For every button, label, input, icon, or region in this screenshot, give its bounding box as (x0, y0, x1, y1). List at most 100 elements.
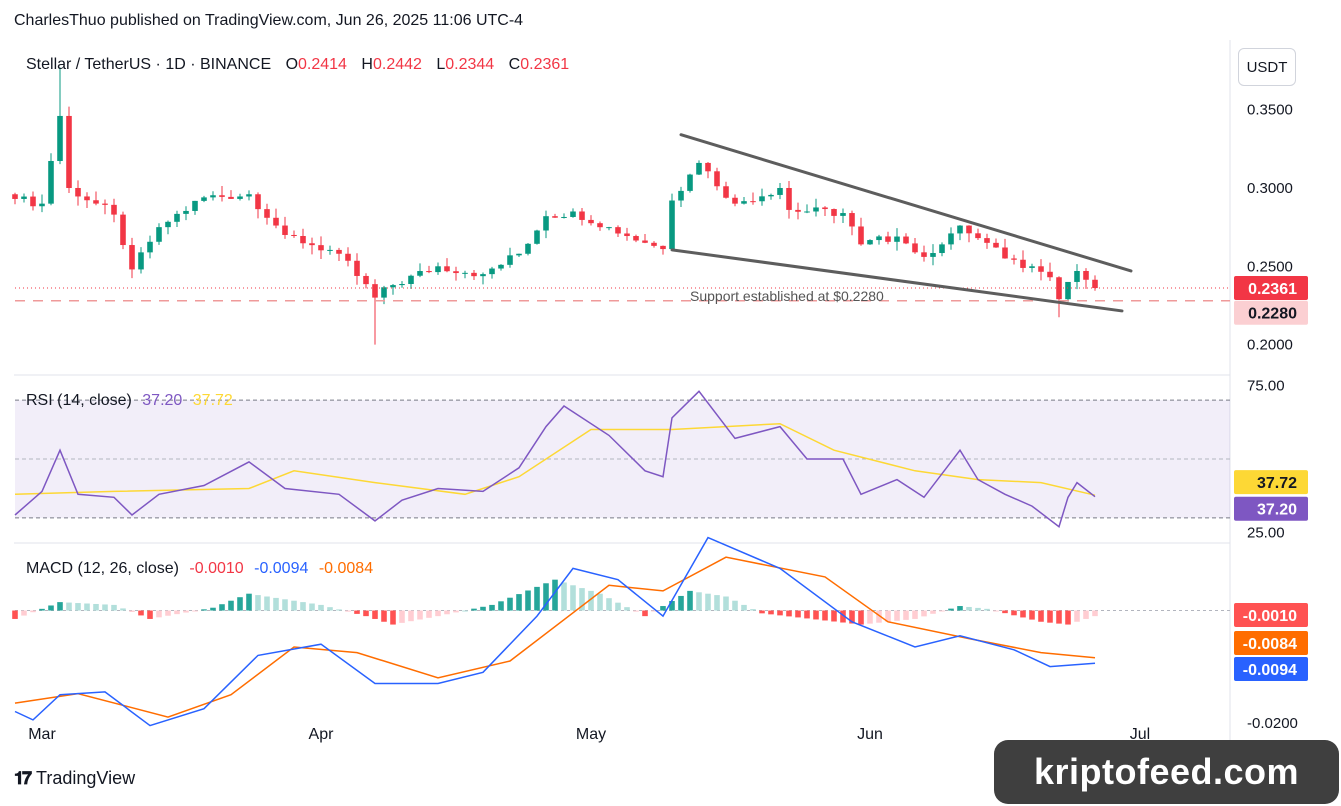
macd-histogram-bar (606, 598, 612, 611)
candle-body (696, 162, 702, 175)
candle-body (678, 190, 684, 201)
upper-trendline[interactable] (679, 133, 1133, 273)
macd-histogram-bar (255, 595, 261, 611)
macd-histogram-bar (1011, 610, 1017, 616)
macd-histogram-bar (282, 599, 288, 611)
price-tick-label: 0.2500 (1247, 258, 1293, 275)
candle-body (1020, 259, 1026, 268)
macd-histogram-bar (939, 610, 945, 612)
candle-body (795, 209, 801, 212)
macd-histogram-bar (543, 583, 549, 611)
candle-body (858, 226, 864, 245)
candle-body (597, 223, 603, 228)
candle-body (885, 236, 891, 242)
candle-body (777, 187, 783, 195)
macd-histogram-bar (885, 610, 891, 622)
macd-histogram-bar (714, 595, 720, 611)
macd-histogram-bar (552, 579, 558, 611)
macd-histogram-bar (480, 606, 486, 611)
candle-body (903, 236, 909, 244)
candle-body (1092, 279, 1098, 289)
candle-body (876, 236, 882, 241)
candle-body (615, 227, 621, 234)
tradingview-brand[interactable]: 𝟏𝟕 TradingView (14, 768, 135, 789)
rsi-last-label: 37.20 (1257, 502, 1297, 519)
candle-body (318, 245, 324, 251)
candle-body (39, 203, 45, 207)
macd-signal-last-label: -0.0084 (1243, 636, 1297, 653)
candle-body (255, 194, 261, 210)
rsi-band (15, 400, 1230, 518)
macd-signal-last-label-bg (1234, 631, 1308, 655)
candle-body (201, 197, 207, 201)
macd-last-label: -0.0094 (1243, 662, 1297, 679)
macd-histogram-bar (39, 608, 45, 611)
macd-histogram-bar (1056, 610, 1062, 624)
candle-body (930, 253, 936, 257)
macd-histogram-bar (948, 608, 954, 611)
candle-body (1047, 271, 1053, 278)
candle-body (543, 216, 549, 231)
rsi-tick-label: 25.00 (1247, 525, 1285, 542)
kriptofeed-watermark: kriptofeed.com (994, 740, 1339, 804)
candle-body (462, 272, 468, 274)
macd-histogram-bar (345, 610, 351, 612)
candle-body (426, 271, 432, 273)
support-price-label-bg (1234, 300, 1308, 325)
macd-histogram-bar (732, 600, 738, 611)
macd-histogram-bar (30, 610, 36, 613)
candle-body (723, 186, 729, 198)
macd-signal-value: -0.0084 (319, 560, 373, 577)
candle-body (516, 253, 522, 256)
candle-body (309, 243, 315, 246)
macd-histogram-bar (264, 596, 270, 611)
macd-histogram-bar (183, 610, 189, 613)
candle-body (381, 287, 387, 298)
macd-histogram-bar (759, 610, 765, 614)
rsi-ma-last-label: 37.72 (1257, 475, 1297, 492)
support-price-label: 0.2280 (1248, 306, 1297, 323)
candle-body (966, 225, 972, 234)
macd-histogram-bar (624, 607, 630, 611)
candle-body (957, 225, 963, 234)
macd-histogram-bar (966, 606, 972, 611)
macd-histogram-bar (129, 610, 135, 612)
candle-body (993, 242, 999, 248)
macd-histogram-bar (1065, 610, 1071, 625)
macd-histogram-bar (1020, 610, 1026, 618)
macd-histogram-bar (840, 610, 846, 623)
time-tick-label: Mar (28, 726, 56, 743)
candle-body (534, 230, 540, 244)
price-tick-label: 0.2000 (1247, 337, 1293, 354)
price-tick-label: 0.3000 (1247, 180, 1293, 197)
macd-panel-legend: MACD (12, 26, close) -0.0010 -0.0094 -0.… (26, 560, 373, 577)
macd-line (14, 536, 1096, 727)
macd-histogram-bar (210, 607, 216, 611)
currency-unit-button[interactable]: USDT (1238, 48, 1296, 86)
rsi-ma-value: 37.72 (193, 392, 233, 409)
candle-body (714, 171, 720, 187)
macd-histogram-bar (867, 610, 873, 624)
macd-histogram-bar (597, 593, 603, 611)
macd-histogram-bar (390, 610, 396, 625)
candle-body (624, 233, 630, 237)
lower-trendline[interactable] (670, 248, 1124, 313)
candle-body (471, 272, 477, 277)
candle-body (30, 196, 36, 207)
macd-axis: -0.0200 (1247, 715, 1298, 732)
macd-histogram-bar (525, 590, 531, 611)
macd-histogram-bar (471, 608, 477, 611)
candle-body (1065, 281, 1071, 300)
candle-body (480, 274, 486, 277)
candle-body (66, 115, 72, 188)
candle-body (435, 266, 441, 273)
candle-body (741, 201, 747, 204)
candle-body (525, 243, 531, 254)
candle-body (768, 194, 774, 197)
macd-histogram-bar (93, 603, 99, 611)
macd-histogram-bar (516, 594, 522, 611)
candle-body (1083, 270, 1089, 280)
tradingview-logo-icon: 𝟏𝟕 (14, 768, 32, 788)
axis-value-labels: 0.2361 0.2280 37.72 37.20 -0.0010 -0.0084 -0.0… (1234, 276, 1308, 681)
